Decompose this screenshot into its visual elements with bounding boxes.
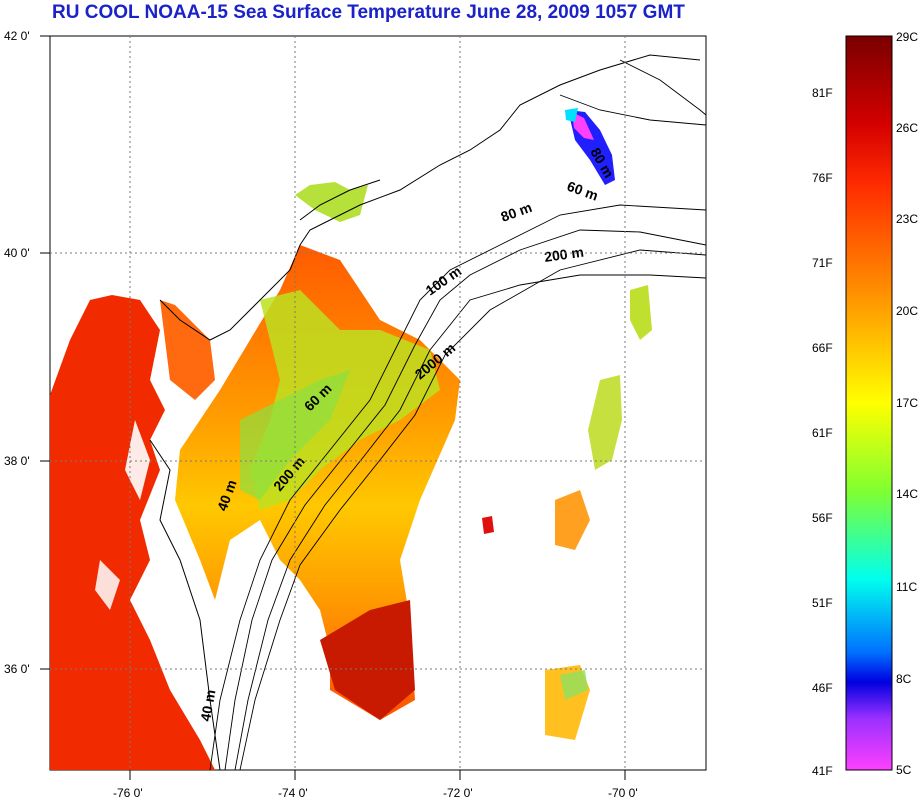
graticule — [50, 36, 706, 770]
colorbar — [845, 35, 893, 771]
colorbar-f-label: 76F — [812, 171, 833, 185]
colorbar-c-label: 5C — [896, 763, 912, 777]
coastline — [149, 54, 701, 771]
colorbar-c-label: 17C — [896, 396, 919, 410]
lon-tick-labels: -76 0' -74 0' -72 0' -70 0' — [113, 786, 638, 800]
lat-tick-label: 40 0' — [4, 246, 30, 260]
offshore-patches — [482, 108, 652, 740]
colorbar-c-label: 11C — [896, 580, 918, 594]
chesapeake-warm-water — [50, 295, 215, 770]
isobath-lines — [209, 59, 707, 771]
map-title: RU COOL NOAA-15 Sea Surface Temperature … — [52, 2, 685, 23]
colorbar-f-label: 71F — [812, 256, 833, 270]
colorbar-f-label: 51F — [812, 596, 833, 610]
colorbar-f-label: 66F — [812, 341, 833, 355]
colorbar-f-label: 46F — [812, 681, 833, 695]
lon-tick-label: -74 0' — [278, 786, 308, 800]
colorbar-f-label: 56F — [812, 511, 833, 525]
colorbar-c-label: 29C — [896, 30, 919, 44]
shelf-water — [175, 182, 460, 720]
isobath-label-40m-south: 40 m — [197, 688, 218, 722]
lon-tick-label: -72 0' — [443, 786, 473, 800]
colorbar-c-label: 14C — [896, 487, 919, 501]
colorbar-f-label: 81F — [812, 86, 833, 100]
colorbar-f-label: 41F — [812, 764, 833, 778]
lat-tick-labels: 42 0' 40 0' 38 0' 36 0' — [4, 29, 30, 676]
lat-tick-label: 42 0' — [4, 29, 30, 43]
lat-tick-label: 38 0' — [4, 454, 30, 468]
lon-tick-label: -76 0' — [113, 786, 143, 800]
isobath-label-200m-north: 200 m — [543, 244, 585, 265]
lon-tick-label: -70 0' — [608, 786, 638, 800]
colorbar-c-label: 26C — [896, 121, 919, 135]
lat-tick-label: 36 0' — [4, 662, 30, 676]
colorbar-c-label: 8C — [896, 672, 912, 686]
colorbar-f-label: 61F — [812, 426, 833, 440]
axis-ticks — [40, 35, 626, 780]
colorbar-c-label: 20C — [896, 304, 919, 318]
colorbar-c-label: 23C — [896, 212, 919, 226]
